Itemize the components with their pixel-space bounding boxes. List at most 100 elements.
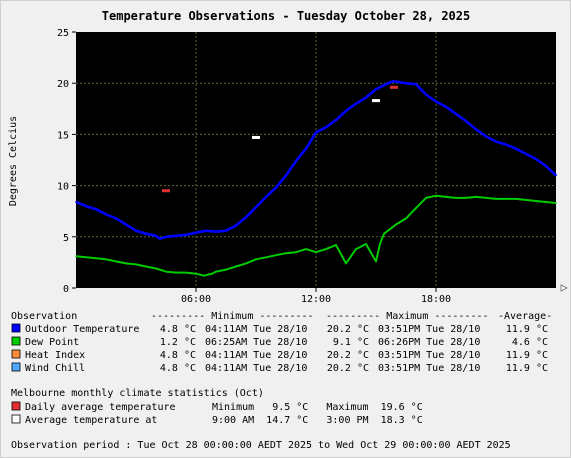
row-avg: 11.9 °C [506, 324, 548, 335]
data-point [265, 256, 267, 259]
data-point [175, 234, 177, 237]
data-point [335, 119, 337, 121]
data-point [425, 93, 427, 96]
data-point [75, 201, 77, 203]
data-point [445, 105, 447, 108]
data-point [211, 272, 213, 275]
data-point [495, 198, 497, 200]
row-min-time: 04:11AM Tue 28/10 [205, 350, 307, 361]
data-point [75, 255, 77, 258]
row-max: 9.1 °C [333, 337, 369, 348]
data-point [275, 254, 277, 257]
data-point [115, 260, 117, 263]
data-point [425, 197, 427, 199]
row-min-time: 04:11AM Tue 28/10 [205, 363, 307, 374]
daily-average-swatch [11, 401, 21, 411]
data-point [355, 248, 357, 250]
row-name: Dew Point [25, 337, 79, 348]
average-at-stats: 9:00 AM 14.7 °C 3:00 PM 18.3 °C [212, 415, 423, 426]
data-point [435, 195, 437, 197]
data-point [95, 257, 97, 260]
data-point [515, 147, 517, 150]
data-point [195, 231, 197, 234]
data-point [159, 238, 161, 240]
y-axis-label: Degrees Celcius [8, 116, 19, 206]
data-point [495, 140, 497, 143]
data-point [135, 229, 137, 232]
legend-swatch [11, 362, 21, 372]
data-point [415, 83, 417, 86]
climate-stats: Melbourne monthly climate statistics (Oc… [11, 388, 423, 426]
data-point [225, 229, 227, 232]
data-point [235, 224, 237, 227]
data-point [365, 243, 367, 245]
data-point [285, 174, 287, 177]
x-tick-label: 18:00 [421, 294, 451, 305]
table-header-maximum: --------- Maximum --------- [326, 311, 489, 322]
data-point [235, 265, 237, 268]
row-avg: 11.9 °C [506, 363, 548, 374]
table-rows: Outdoor Temperature 4.8 °C 04:11AM Tue 28/… [11, 323, 548, 374]
data-point [245, 216, 247, 219]
data-point [185, 271, 187, 274]
series-lines [75, 79, 557, 277]
table-header-observation: Observation [11, 311, 77, 322]
row-name: Wind Chill [25, 363, 85, 374]
y-tick-label: 15 [57, 130, 69, 141]
data-point [375, 88, 377, 91]
data-point [95, 208, 97, 210]
average-at-label: Average temperature at [25, 415, 157, 426]
y-tick-label: 20 [57, 79, 69, 90]
data-point [105, 213, 107, 216]
data-point [225, 268, 227, 271]
data-point [375, 260, 377, 263]
data-point [545, 165, 547, 167]
data-point [385, 83, 387, 86]
data-point [165, 270, 167, 273]
row-avg: 11.9 °C [506, 350, 548, 361]
row-name: Heat Index [25, 350, 85, 361]
data-point [525, 153, 527, 155]
data-point [535, 158, 537, 160]
climate-markers [162, 85, 398, 193]
data-point [315, 131, 317, 134]
data-point [255, 258, 257, 261]
data-point [275, 186, 277, 189]
data-point [505, 143, 507, 146]
data-point [515, 198, 517, 200]
row-min-time: 04:11AM Tue 28/10 [205, 324, 307, 335]
data-point [455, 113, 457, 115]
data-point [125, 223, 127, 226]
data-point [115, 217, 117, 220]
row-max: 20.2 °C [327, 324, 369, 335]
data-point [485, 135, 487, 138]
y-tick-labels: 0 5 10 15 20 25 [57, 28, 76, 295]
data-point [135, 263, 137, 266]
climate-marker [372, 99, 380, 103]
data-point [195, 272, 197, 275]
table-header-minimum: --------- Minimum --------- [151, 311, 314, 322]
data-point [435, 100, 437, 103]
data-point [85, 205, 87, 207]
table-header-average: -Average- [498, 311, 552, 322]
row-max-time: 06:26PM Tue 28/10 [378, 337, 480, 348]
climate-marker [252, 135, 260, 139]
row-max-time: 03:51PM Tue 28/10 [378, 350, 480, 361]
legend-swatch [11, 349, 21, 359]
data-point [125, 262, 127, 265]
data-point [415, 207, 417, 209]
climate-marker [390, 85, 398, 89]
data-point [465, 197, 467, 199]
data-point [295, 160, 297, 162]
row-avg: 4.6 °C [512, 337, 548, 348]
data-point [215, 270, 217, 273]
y-tick-label: 5 [63, 233, 69, 244]
data-point [555, 202, 557, 204]
data-point [555, 174, 557, 177]
data-point [455, 197, 457, 199]
data-point [379, 243, 381, 245]
x-tick-labels: 06:00 12:00 18:00 [181, 288, 451, 305]
legend-swatch [11, 323, 21, 333]
data-point [325, 126, 327, 129]
x-tick-label: 06:00 [181, 294, 211, 305]
